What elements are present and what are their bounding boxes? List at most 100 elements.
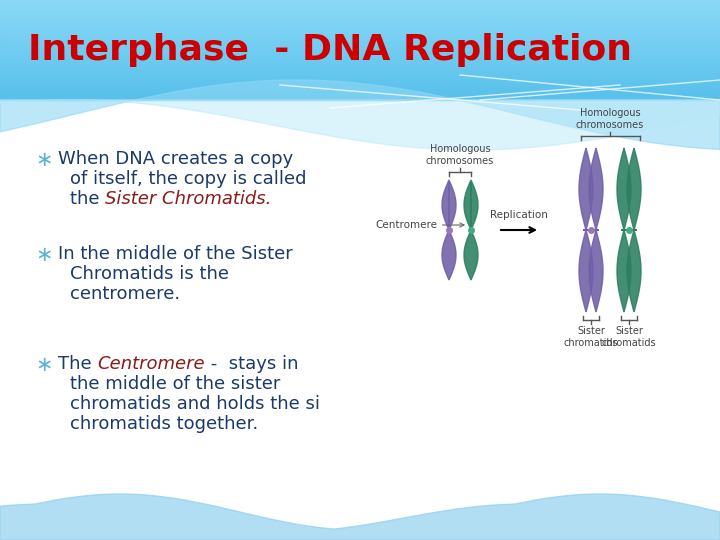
- Bar: [0, 78, 720, 79]
- Bar: [0, 91, 720, 92]
- Text: chromatids together.: chromatids together.: [70, 415, 258, 433]
- Bar: [0, 35, 720, 36]
- Bar: [0, 54, 720, 55]
- Bar: [0, 22, 720, 23]
- Bar: [0, 51, 720, 52]
- Bar: [0, 71, 720, 72]
- Bar: [0, 69, 720, 70]
- Bar: [0, 97, 720, 98]
- Text: Sister
chromatids: Sister chromatids: [564, 326, 618, 348]
- Bar: [0, 9, 720, 10]
- Bar: [0, 42, 720, 43]
- Bar: [0, 40, 720, 41]
- Text: Centromere: Centromere: [97, 355, 205, 373]
- Polygon shape: [442, 180, 456, 280]
- Bar: [0, 64, 720, 65]
- Bar: [0, 47, 720, 48]
- Bar: [0, 32, 720, 33]
- Bar: [0, 0, 720, 100]
- Bar: [0, 4, 720, 5]
- Bar: [0, 76, 720, 77]
- Bar: [0, 90, 720, 91]
- Bar: [0, 63, 720, 64]
- Bar: [0, 37, 720, 38]
- Bar: [0, 15, 720, 16]
- Bar: [0, 80, 720, 81]
- Bar: [0, 21, 720, 22]
- Text: When DNA creates a copy: When DNA creates a copy: [58, 150, 293, 168]
- Bar: [0, 8, 720, 9]
- Bar: [0, 75, 720, 76]
- Bar: [0, 10, 720, 11]
- Bar: [0, 29, 720, 30]
- Polygon shape: [627, 230, 641, 312]
- Bar: [0, 48, 720, 49]
- Bar: [0, 66, 720, 67]
- Bar: [0, 56, 720, 57]
- Bar: [0, 36, 720, 37]
- Bar: [0, 28, 720, 29]
- Bar: [0, 34, 720, 35]
- Bar: [0, 59, 720, 60]
- Text: Replication: Replication: [490, 210, 548, 220]
- Bar: [0, 93, 720, 94]
- Bar: [0, 98, 720, 99]
- Bar: [0, 0, 720, 1]
- Bar: [0, 38, 720, 39]
- Bar: [0, 65, 720, 66]
- Bar: [0, 26, 720, 27]
- Text: the: the: [70, 190, 105, 208]
- Bar: [0, 18, 720, 19]
- Bar: [0, 2, 720, 3]
- Bar: [0, 92, 720, 93]
- Bar: [0, 70, 720, 71]
- Bar: [0, 77, 720, 78]
- Text: -  stays in: - stays in: [205, 355, 299, 373]
- Text: ∗: ∗: [35, 355, 53, 375]
- Bar: [0, 43, 720, 44]
- Bar: [0, 5, 720, 6]
- Bar: [0, 23, 720, 24]
- Text: ∗: ∗: [35, 150, 53, 170]
- Bar: [0, 20, 720, 21]
- Bar: [0, 53, 720, 54]
- Bar: [0, 3, 720, 4]
- Bar: [0, 52, 720, 53]
- Polygon shape: [589, 230, 603, 312]
- Bar: [0, 11, 720, 12]
- Bar: [0, 96, 720, 97]
- Bar: [0, 13, 720, 14]
- Bar: [0, 99, 720, 100]
- Polygon shape: [627, 148, 641, 230]
- Bar: [0, 25, 720, 26]
- Polygon shape: [464, 180, 478, 280]
- Text: ∗: ∗: [35, 245, 53, 265]
- Bar: [0, 49, 720, 50]
- Bar: [0, 81, 720, 82]
- Bar: [0, 60, 720, 61]
- Bar: [0, 41, 720, 42]
- Bar: [0, 86, 720, 87]
- Text: Interphase  - DNA Replication: Interphase - DNA Replication: [28, 33, 632, 67]
- Bar: [0, 7, 720, 8]
- Bar: [0, 88, 720, 89]
- Bar: [0, 16, 720, 17]
- Polygon shape: [617, 230, 631, 312]
- Bar: [0, 14, 720, 15]
- Bar: [0, 44, 720, 45]
- Text: Sister Chromatids.: Sister Chromatids.: [105, 190, 271, 208]
- Text: Homologous
chromosomes: Homologous chromosomes: [426, 144, 494, 166]
- Bar: [0, 33, 720, 34]
- Text: Centromere: Centromere: [375, 220, 464, 230]
- Bar: [0, 74, 720, 75]
- Polygon shape: [589, 148, 603, 230]
- Text: The: The: [58, 355, 97, 373]
- Polygon shape: [617, 148, 631, 230]
- Bar: [0, 62, 720, 63]
- Bar: [0, 89, 720, 90]
- Bar: [0, 72, 720, 73]
- Bar: [0, 95, 720, 96]
- Bar: [0, 1, 720, 2]
- Bar: [0, 87, 720, 88]
- Bar: [0, 57, 720, 58]
